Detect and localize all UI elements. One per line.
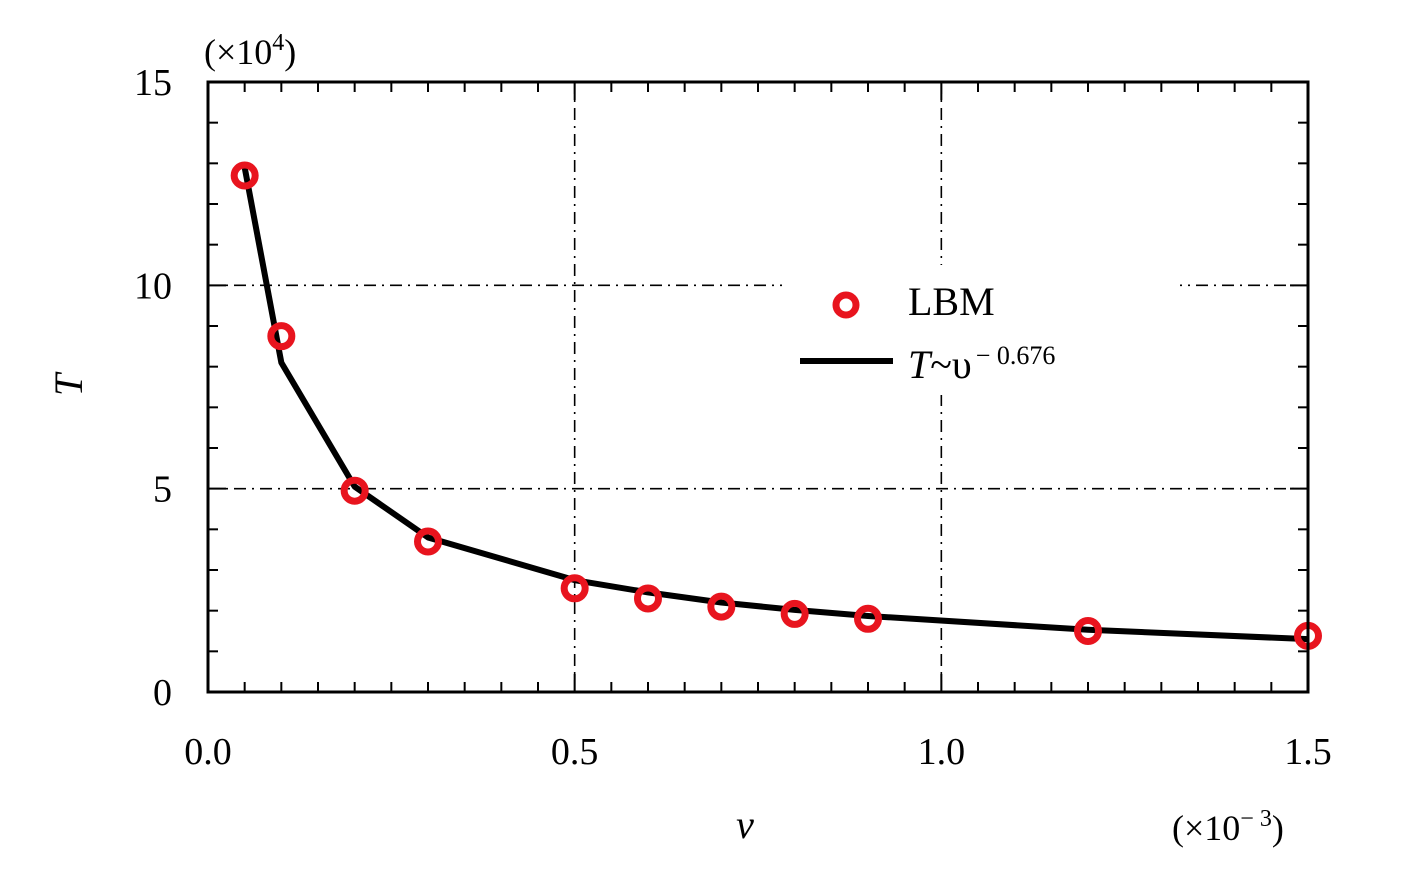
x-tick-label: 0.5 <box>551 731 599 773</box>
y-tick-label: 5 <box>153 469 172 511</box>
y-tick-label: 10 <box>134 265 172 307</box>
lbm-marker <box>230 161 259 190</box>
fit-line <box>241 166 1309 643</box>
x-axis-multiplier: (×10− 3) <box>1172 806 1284 848</box>
legend-label-lbm: LBM <box>908 279 995 324</box>
tick-labels: 0.0 0.5 1.0 1.5 0 5 10 15 <box>134 62 1332 773</box>
legend-fit-base: T <box>908 342 933 387</box>
y-axis-multiplier: (×104) <box>204 30 296 72</box>
legend-marker-lbm <box>832 291 860 319</box>
x-tick-label: 0.0 <box>184 731 232 773</box>
lbm-marker <box>1074 617 1102 645</box>
lbm-marker <box>854 604 882 633</box>
y-axis-title: T <box>46 371 91 396</box>
lbm-marker <box>780 599 809 628</box>
legend-fit-mid: ~υ <box>930 342 971 387</box>
plot-frame <box>206 80 1310 694</box>
legend-label-fit: T~υ − 0.676 <box>908 341 1055 387</box>
lbm-marker <box>414 527 442 556</box>
lbm-marker <box>707 592 736 621</box>
fit-line-series <box>241 166 1309 643</box>
x-tick-label: 1.0 <box>918 731 966 773</box>
y-tick-label: 0 <box>153 672 172 714</box>
lbm-marker-series <box>230 161 1322 650</box>
legend-background <box>782 265 1180 395</box>
lbm-marker <box>340 476 369 505</box>
lbm-marker <box>634 584 662 613</box>
x-tick-label: 1.5 <box>1284 731 1332 773</box>
y-tick-label: 15 <box>134 62 172 104</box>
lbm-marker <box>560 574 589 603</box>
legend: LBM T~υ − 0.676 <box>782 265 1180 395</box>
legend-fit-exponent: − 0.676 <box>976 341 1056 370</box>
lbm-marker <box>267 322 296 351</box>
x-axis-title: v <box>736 802 754 847</box>
